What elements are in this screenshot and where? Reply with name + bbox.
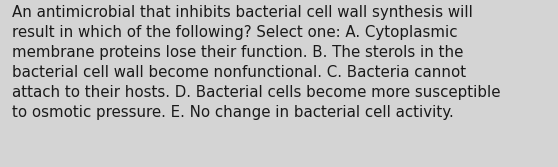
- Text: An antimicrobial that inhibits bacterial cell wall synthesis will
result in whic: An antimicrobial that inhibits bacterial…: [12, 5, 501, 120]
